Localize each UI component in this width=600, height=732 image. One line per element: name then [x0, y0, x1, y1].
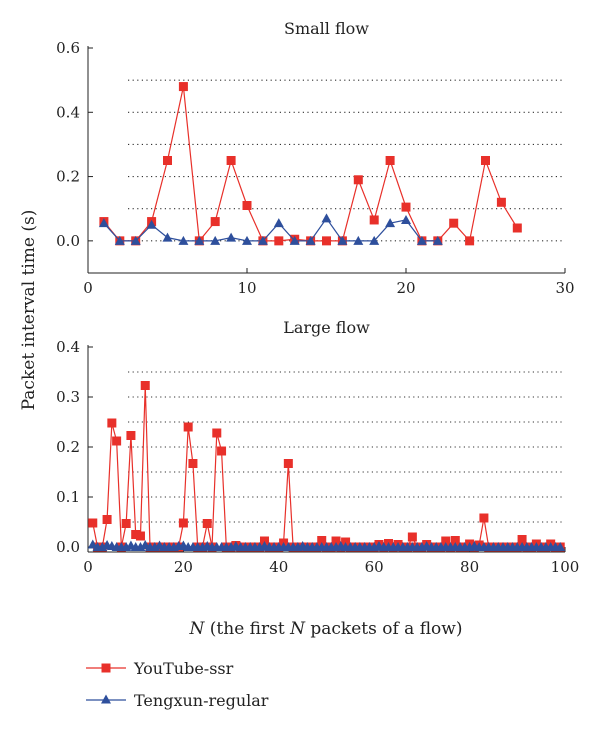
data-point-tengxun [289, 235, 300, 245]
data-point-youtube [479, 513, 489, 523]
data-point-youtube [226, 156, 236, 165]
legend-youtube-marker [101, 663, 111, 673]
legend-tengxun-label: Tengxun-regular [134, 691, 269, 710]
data-point-tengxun [353, 235, 364, 245]
data-point-tengxun [385, 218, 396, 228]
x-tick-label: 20 [396, 279, 415, 297]
data-point-tengxun [226, 232, 237, 242]
data-point-youtube [107, 418, 117, 428]
data-point-youtube [212, 428, 222, 438]
panel-title: Small flow [284, 19, 369, 38]
data-point-tengxun [178, 235, 189, 245]
data-point-youtube [140, 381, 150, 390]
data-point-tengxun [321, 213, 332, 223]
x-axis-label: N (the first N packets of a flow) [189, 619, 463, 639]
data-point-youtube [88, 518, 98, 528]
data-point-youtube [353, 175, 363, 185]
legend-tengxun-marker [101, 694, 111, 704]
x-tick-label: 100 [551, 558, 580, 576]
data-point-tengxun [369, 235, 380, 245]
data-point-youtube [401, 202, 411, 212]
data-point-youtube [481, 156, 490, 165]
data-point-tengxun [432, 235, 443, 245]
y-tick-label: 0.4 [56, 103, 80, 121]
data-point-youtube [121, 519, 131, 528]
y-tick-label: 0.0 [56, 538, 80, 556]
data-point-tengxun [130, 235, 141, 245]
data-point-youtube [369, 215, 379, 225]
data-point-tengxun [257, 235, 268, 245]
y-tick-label: 0.6 [56, 39, 80, 57]
y-tick-label: 0.2 [56, 168, 80, 186]
data-point-youtube [512, 223, 522, 233]
y-tick-label: 0.1 [56, 488, 80, 506]
legend: YouTube-ssr Tengxun-regular [86, 659, 269, 710]
data-point-youtube [178, 518, 188, 528]
data-point-youtube [126, 431, 136, 440]
y-tick-label: 0.4 [56, 338, 80, 356]
data-point-youtube [217, 446, 227, 456]
x-tick-label: 0 [83, 558, 93, 576]
x-tick-label: 60 [365, 558, 384, 576]
data-point-youtube [283, 459, 293, 468]
data-point-youtube [131, 530, 141, 539]
series-line-youtube [92, 385, 561, 548]
data-point-youtube [385, 156, 395, 165]
y-axis-label: Packet interval time (s) [19, 210, 39, 411]
data-point-tengxun [305, 235, 316, 245]
data-point-tengxun [210, 235, 221, 245]
data-point-tengxun [555, 542, 566, 551]
data-point-youtube [331, 536, 341, 546]
x-tick-label: 80 [460, 558, 479, 576]
data-point-youtube [441, 536, 451, 546]
y-tick-label: 0.2 [56, 438, 80, 456]
data-point-youtube [188, 459, 198, 468]
x-tick-label: 30 [555, 279, 574, 297]
y-tick-label: 0.0 [56, 232, 80, 250]
panel-title: Large flow [283, 318, 370, 337]
x-tick-label: 10 [237, 279, 256, 297]
data-point-tengxun [162, 232, 173, 242]
small-flow-panel: Small flow 0.0 0.2 0.4 0.6 0 10 20 30 [56, 19, 574, 297]
data-point-tengxun [194, 235, 205, 245]
data-point-youtube [202, 519, 212, 528]
data-point-tengxun [98, 218, 109, 228]
data-point-youtube [163, 156, 172, 165]
x-tick-label: 40 [269, 558, 288, 576]
data-point-youtube [242, 201, 252, 210]
data-point-youtube [102, 515, 112, 524]
data-point-tengxun [242, 235, 252, 245]
data-point-youtube [317, 536, 327, 545]
data-point-tengxun [416, 235, 427, 245]
data-point-tengxun [337, 235, 348, 245]
legend-item-tengxun: Tengxun-regular [86, 691, 269, 710]
legend-youtube-label: YouTube-ssr [133, 659, 234, 678]
data-point-youtube [135, 531, 145, 541]
data-point-youtube [465, 236, 475, 246]
data-point-youtube [274, 236, 284, 246]
legend-item-youtube: YouTube-ssr [86, 659, 234, 678]
x-tick-label: 0 [83, 279, 93, 297]
data-point-youtube [517, 535, 527, 544]
y-tick-label: 0.3 [56, 388, 80, 406]
data-point-youtube [112, 436, 122, 446]
data-point-tengxun [114, 235, 125, 245]
data-point-youtube [496, 197, 506, 207]
data-point-tengxun [273, 218, 284, 228]
data-point-youtube [183, 422, 193, 432]
data-point-youtube [178, 82, 188, 92]
data-point-youtube [450, 536, 460, 545]
data-point-youtube [322, 236, 331, 246]
data-point-youtube [449, 218, 459, 228]
data-point-tengxun [401, 214, 411, 224]
series-line-tengxun [103, 217, 438, 242]
data-point-youtube [407, 532, 417, 542]
data-point-tengxun [146, 219, 157, 229]
x-tick-label: 20 [174, 558, 193, 576]
large-flow-panel: Large flow 0.0 0.1 0.2 0.3 0.4 0 20 40 60 80 100 [56, 318, 579, 576]
data-point-youtube [210, 217, 220, 227]
